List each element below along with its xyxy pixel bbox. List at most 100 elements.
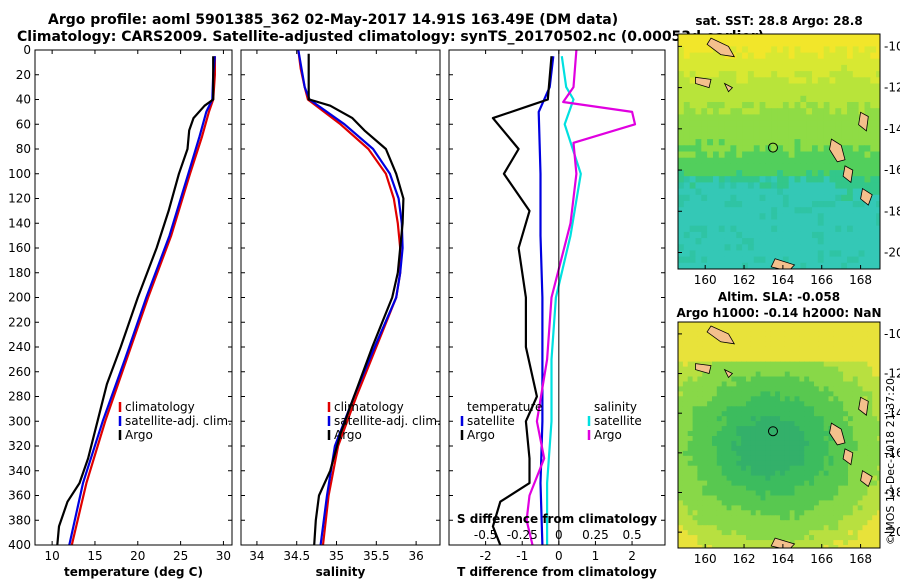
map-cell xyxy=(707,356,713,363)
map-cell xyxy=(788,46,796,54)
map-cell xyxy=(730,225,737,233)
map-cell xyxy=(726,426,733,432)
map-cell xyxy=(782,145,790,153)
map-cell xyxy=(828,386,834,392)
map-cell xyxy=(838,450,844,457)
map-0-ytick-label: -18 xyxy=(884,204,900,218)
map-cell xyxy=(765,361,771,368)
map-cell xyxy=(857,450,864,457)
map-cell xyxy=(857,381,864,388)
map-cell xyxy=(687,346,694,353)
map-cell xyxy=(795,269,801,276)
map-cell xyxy=(858,182,865,190)
map-cell xyxy=(688,550,694,556)
map-cell xyxy=(753,231,761,239)
map-cell xyxy=(682,331,689,338)
map-cell xyxy=(765,376,771,383)
map-cell xyxy=(862,495,868,502)
map-cell xyxy=(877,322,880,328)
map-cell xyxy=(809,356,815,363)
map-cell xyxy=(692,416,699,422)
map-cell xyxy=(857,366,864,373)
map-cell xyxy=(806,114,813,122)
map-cell xyxy=(814,341,820,348)
map-cell xyxy=(765,102,772,109)
map-cell xyxy=(833,391,839,397)
map-cell xyxy=(712,431,718,437)
map-cell xyxy=(770,331,776,338)
map-cell xyxy=(701,102,708,109)
map-cell xyxy=(765,182,772,190)
map-cell xyxy=(741,361,747,368)
map-cell xyxy=(799,416,805,422)
map-cell xyxy=(741,366,747,373)
map-cell xyxy=(678,341,684,348)
map-cell xyxy=(707,231,714,239)
map-cell xyxy=(838,550,844,556)
map-cell xyxy=(678,83,685,91)
map-cell xyxy=(678,201,685,208)
map-cell xyxy=(707,440,713,447)
map-cell xyxy=(736,188,743,196)
map-cell xyxy=(818,381,825,388)
map-cell xyxy=(687,336,694,343)
map-cell xyxy=(818,505,825,511)
map-cell xyxy=(872,440,878,447)
map-cell xyxy=(687,455,694,462)
map-cell xyxy=(862,520,868,526)
map-cell xyxy=(877,341,880,348)
map-cell xyxy=(867,406,873,412)
map-cell xyxy=(718,151,726,159)
map-cell xyxy=(707,58,714,66)
map-cell xyxy=(692,371,699,378)
map-cell xyxy=(823,495,830,502)
map-cell xyxy=(721,520,728,526)
map-cell xyxy=(765,89,772,97)
map-cell xyxy=(712,371,718,378)
map-cell xyxy=(857,535,864,541)
map-cell xyxy=(870,126,877,134)
map-cell xyxy=(777,244,784,252)
map-cell xyxy=(872,327,878,333)
map-1-ytick-label: -12 xyxy=(884,367,900,381)
map-cell xyxy=(689,95,697,103)
map-cell xyxy=(812,71,819,78)
map-cell xyxy=(746,366,752,373)
map-cell xyxy=(683,550,689,556)
map-cell xyxy=(829,231,836,239)
map-cell xyxy=(692,346,699,353)
map-cell xyxy=(702,505,708,511)
map-cell xyxy=(689,207,697,214)
map-cell xyxy=(864,256,871,264)
map-cell xyxy=(736,416,742,422)
map-cell xyxy=(755,460,762,467)
map-cell xyxy=(794,102,801,109)
map-cell xyxy=(872,525,878,531)
map-cell xyxy=(716,416,723,422)
map-cell xyxy=(765,421,771,427)
map-cell xyxy=(678,361,684,368)
map-cell xyxy=(736,327,742,333)
map-cell xyxy=(852,151,860,159)
map-cell xyxy=(750,396,757,402)
map-cell xyxy=(697,421,703,427)
map-cell xyxy=(867,520,873,526)
map-cell xyxy=(818,515,825,521)
map-0-title: sat. SST: 28.8 Argo: 28.8 xyxy=(695,14,862,28)
map-cell xyxy=(838,401,844,407)
map-cell xyxy=(755,356,762,363)
map-cell xyxy=(829,182,836,190)
map-cell xyxy=(876,83,880,91)
map-cell xyxy=(753,238,761,245)
map-cell xyxy=(726,525,733,531)
map-cell xyxy=(799,530,805,536)
map-cell xyxy=(818,495,825,502)
map-cell xyxy=(799,505,805,511)
map-cell xyxy=(838,386,844,392)
map-cell xyxy=(765,495,771,502)
map-cell xyxy=(775,411,781,417)
panel-2-xlabel: T difference from climatology xyxy=(457,565,657,579)
map-cell xyxy=(828,440,834,447)
map-cell xyxy=(697,470,703,477)
map-cell xyxy=(876,188,880,196)
